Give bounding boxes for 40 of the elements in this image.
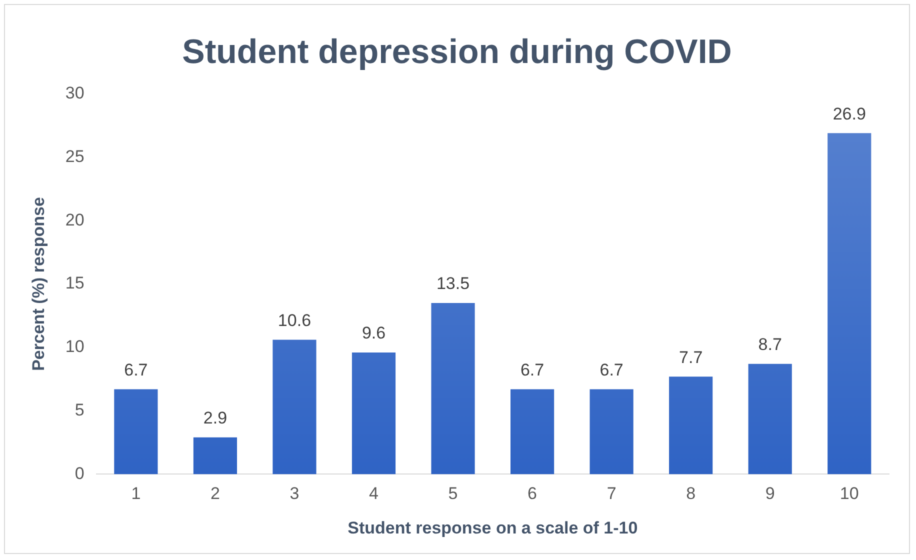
chart-title: Student depression during COVID <box>182 32 732 71</box>
y-axis-title: Percent (%) response <box>28 197 48 371</box>
bar <box>272 340 316 474</box>
bar <box>352 352 396 474</box>
y-tick-label: 15 <box>65 274 84 293</box>
x-tick-label: 8 <box>686 484 696 504</box>
data-label: 2.9 <box>203 408 228 428</box>
bar <box>669 376 713 474</box>
bar <box>828 133 872 474</box>
data-label: 6.7 <box>600 360 624 380</box>
data-label: 6.7 <box>520 360 544 380</box>
x-tick-label: 10 <box>840 484 859 504</box>
data-label: 8.7 <box>758 335 782 354</box>
data-label: 9.6 <box>362 324 386 343</box>
y-tick-label: 0 <box>74 464 84 483</box>
y-tick-label: 25 <box>65 146 84 166</box>
x-tick-label: 3 <box>290 484 300 504</box>
y-tick-label: 5 <box>74 400 84 420</box>
bar <box>590 389 634 474</box>
bar <box>431 303 475 474</box>
y-tick-label: 10 <box>65 337 84 356</box>
x-tick-label: 7 <box>606 484 616 504</box>
x-tick-label: 4 <box>369 484 378 504</box>
data-label: 10.6 <box>278 310 312 330</box>
bar <box>193 437 238 474</box>
data-label: 7.7 <box>679 348 703 367</box>
data-label: 26.9 <box>832 104 866 124</box>
x-tick-label: 2 <box>210 484 220 504</box>
bar <box>114 389 158 474</box>
x-tick-label: 5 <box>448 484 458 504</box>
x-tick-label: 6 <box>528 484 538 504</box>
bar <box>510 389 554 474</box>
y-tick-label: 30 <box>65 83 84 102</box>
x-tick-label: 1 <box>131 484 141 504</box>
bar <box>748 364 792 474</box>
data-label: 6.7 <box>124 360 148 380</box>
y-tick-label: 20 <box>65 210 84 230</box>
x-tick-label: 9 <box>765 484 775 504</box>
x-axis-title: Student response on a scale of 1-10 <box>348 518 638 538</box>
data-label: 13.5 <box>436 274 470 294</box>
